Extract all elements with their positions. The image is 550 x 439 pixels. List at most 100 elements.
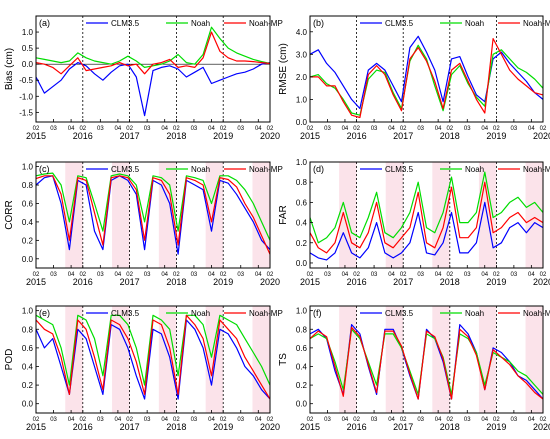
y-tick-label: -1.5 (19, 108, 33, 117)
y-tick-label: -0.5 (19, 76, 33, 85)
y-tick-label: 0.6 (22, 199, 34, 208)
year-label: 2016 (347, 422, 367, 432)
month-label: 03 (417, 417, 424, 423)
year-label: 2016 (347, 131, 367, 141)
month-label: 03 (464, 417, 471, 423)
month-label: 03 (97, 417, 104, 423)
year-label: 2015 (300, 131, 320, 141)
month-label: 02 (400, 417, 407, 423)
month-label: 03 (237, 417, 244, 423)
y-tick-label: 0.0 (296, 400, 308, 409)
month-label: 04 (388, 126, 395, 132)
legend-label: Noah (465, 19, 484, 28)
month-label: 02 (400, 126, 407, 132)
legend: CLM3.5 Noah Noah-MP (86, 309, 283, 318)
y-tick-label: 0.4 (22, 362, 34, 371)
season-band (432, 162, 450, 268)
series-noah (35, 314, 271, 386)
year-label: 2018 (166, 131, 186, 141)
legend-label: Noah-MP (523, 165, 550, 174)
legend-label: Noah-MP (523, 309, 550, 318)
y-tick-label: 1.0 (22, 163, 34, 172)
year-label: 2017 (393, 277, 413, 287)
month-label: 03 (371, 126, 378, 132)
y-tick-label: 0.0 (296, 259, 308, 268)
month-label: 02 (353, 417, 360, 423)
y-tick-label: 0.0 (22, 60, 34, 69)
legend-label: CLM3.5 (385, 19, 414, 28)
month-label: 02 (220, 417, 227, 423)
legend: CLM3.5 Noah Noah-MP (86, 165, 283, 174)
y-axis-label: Bias (cm) (4, 48, 15, 90)
panel-label: (c) (39, 164, 50, 174)
year-label: 2016 (73, 277, 93, 287)
series-noah-mp (35, 31, 271, 75)
month-label: 03 (511, 126, 518, 132)
month-label: 04 (388, 272, 395, 278)
panel-label: (a) (39, 18, 50, 28)
year-label: 2018 (166, 277, 186, 287)
y-tick-label: 1.0 (22, 307, 34, 316)
season-band (525, 162, 543, 268)
month-label: 04 (388, 417, 395, 423)
month-label: 04 (255, 272, 262, 278)
month-label: 04 (481, 126, 488, 132)
y-tick-label: 0.6 (296, 198, 308, 207)
year-label: 2020 (260, 277, 280, 287)
year-label: 2015 (26, 277, 46, 287)
plot-frame (309, 305, 544, 414)
year-label: 2016 (73, 131, 93, 141)
month-label: 04 (161, 417, 168, 423)
month-label: 04 (161, 272, 168, 278)
month-label: 02 (126, 417, 133, 423)
month-label: 02 (307, 417, 314, 423)
year-label: 2017 (393, 422, 413, 432)
month-label: 02 (353, 272, 360, 278)
season-band (112, 162, 130, 268)
legend-label: Noah (191, 19, 210, 28)
y-tick-label: 0.5 (22, 44, 34, 53)
year-label: 2019 (486, 131, 506, 141)
y-tick-label: 0.6 (296, 344, 308, 353)
year-label: 2018 (166, 422, 186, 432)
legend-label: Noah-MP (249, 309, 283, 318)
month-label: 04 (342, 126, 349, 132)
season-band (385, 306, 404, 413)
series-noah (309, 44, 544, 116)
y-tick-label: 1.0 (296, 95, 308, 104)
y-tick-label: 0.8 (296, 325, 308, 334)
series-clm3-5 (309, 201, 544, 261)
month-label: 04 (255, 417, 262, 423)
season-band (478, 306, 497, 413)
month-label: 04 (528, 272, 535, 278)
month-label: 04 (208, 417, 215, 423)
plot-frame (35, 15, 271, 123)
legend-label: CLM3.5 (111, 165, 140, 174)
year-label: 2019 (486, 422, 506, 432)
month-label: 03 (511, 272, 518, 278)
legend-label: Noah (191, 309, 210, 318)
y-tick-label: 0.8 (22, 325, 34, 334)
series-noah (35, 26, 271, 68)
year-label: 2019 (486, 277, 506, 287)
month-label: 02 (540, 126, 547, 132)
y-tick-label: 0.8 (22, 181, 34, 190)
year-label: 2015 (26, 422, 46, 432)
month-label: 03 (417, 272, 424, 278)
month-label: 02 (79, 272, 86, 278)
month-label: 02 (79, 126, 86, 132)
month-label: 02 (33, 417, 40, 423)
month-label: 02 (79, 417, 86, 423)
month-label: 03 (324, 417, 331, 423)
month-label: 03 (371, 272, 378, 278)
legend-label: CLM3.5 (111, 309, 140, 318)
y-tick-label: 0.4 (22, 218, 34, 227)
month-label: 04 (435, 272, 442, 278)
year-label: 2018 (440, 277, 460, 287)
month-label: 03 (191, 272, 198, 278)
month-label: 02 (173, 272, 180, 278)
plot-frame (35, 305, 271, 414)
month-label: 03 (464, 126, 471, 132)
month-label: 03 (50, 272, 57, 278)
